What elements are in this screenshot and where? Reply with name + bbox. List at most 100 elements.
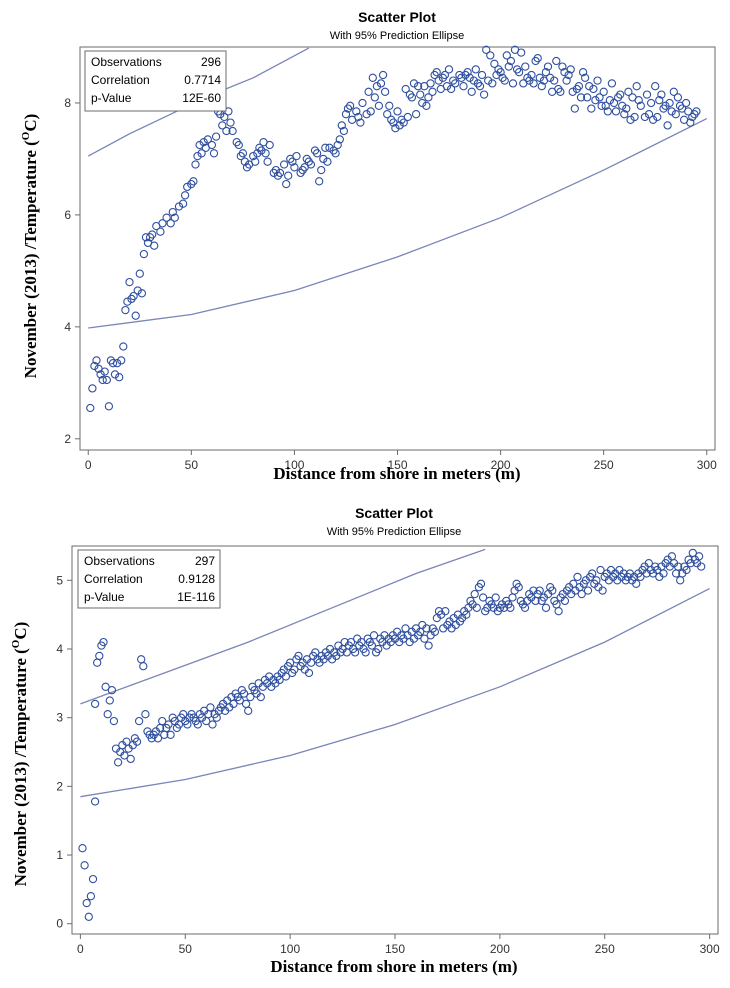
stat-value: 1E-116 xyxy=(177,590,215,604)
x-tick-label: 50 xyxy=(179,942,193,956)
data-point xyxy=(132,737,142,746)
data-point xyxy=(244,706,253,715)
data-point xyxy=(229,699,238,709)
data-point xyxy=(545,73,555,82)
data-point xyxy=(137,289,147,298)
data-point xyxy=(593,76,602,85)
data-point xyxy=(420,634,429,643)
data-point xyxy=(104,402,114,411)
data-point xyxy=(471,65,480,74)
data-point xyxy=(281,672,291,681)
y-axis-label-prefix: November (2013) /Temperature ( xyxy=(21,140,40,378)
data-point xyxy=(588,569,597,578)
data-point xyxy=(78,844,87,853)
prediction-ellipse-lower xyxy=(80,588,710,798)
data-point xyxy=(550,76,559,85)
plot-area: 0 50 100 150 200 250 300 0 1 2 3 4 5 Observations 297 C… xyxy=(56,545,720,956)
data-point xyxy=(288,157,297,166)
data-point xyxy=(238,149,248,158)
data-point xyxy=(335,135,344,144)
data-point xyxy=(451,79,460,88)
data-point xyxy=(120,751,129,760)
data-point xyxy=(535,73,544,82)
data-point xyxy=(609,98,619,108)
data-point xyxy=(345,101,355,110)
data-point xyxy=(374,101,384,110)
data-point xyxy=(220,112,229,122)
data-point xyxy=(117,356,126,365)
data-point xyxy=(399,118,408,127)
stat-label: Correlation xyxy=(91,73,150,87)
data-point xyxy=(632,82,641,91)
data-point xyxy=(206,703,215,712)
data-point xyxy=(249,151,258,161)
x-tick-label: 100 xyxy=(280,942,300,956)
data-point xyxy=(673,562,683,571)
data-point xyxy=(304,668,314,678)
x-tick-label: 250 xyxy=(595,942,615,956)
data-point xyxy=(548,586,557,595)
data-point xyxy=(368,73,377,82)
data-point xyxy=(597,101,606,110)
data-point xyxy=(121,305,130,315)
data-point xyxy=(134,716,144,726)
data-point xyxy=(667,107,676,116)
chart-title: Scatter Plot xyxy=(358,9,436,25)
data-point xyxy=(108,359,118,368)
data-point xyxy=(655,96,664,105)
data-point xyxy=(673,93,683,102)
data-point xyxy=(164,720,173,729)
data-point xyxy=(393,107,402,116)
data-point xyxy=(90,361,99,371)
y-tick-label: 1 xyxy=(56,848,63,862)
data-point xyxy=(562,76,571,85)
data-point xyxy=(422,624,431,633)
data-point xyxy=(369,631,379,640)
data-point xyxy=(95,651,104,661)
data-point xyxy=(115,373,124,382)
data-point xyxy=(587,104,596,113)
chart-subtitle: With 95% Prediction Ellipse xyxy=(330,30,465,42)
data-point xyxy=(661,101,670,110)
data-point xyxy=(472,603,481,612)
y-tick-label: 3 xyxy=(56,711,63,725)
data-point xyxy=(370,93,379,102)
x-tick-label: 50 xyxy=(185,458,199,472)
data-point xyxy=(323,157,332,166)
data-point xyxy=(648,115,658,124)
data-point xyxy=(556,87,565,96)
data-point xyxy=(226,118,235,127)
data-point xyxy=(681,98,691,108)
data-point xyxy=(577,589,586,599)
statistics-box xyxy=(84,50,227,112)
y-tick-label: 6 xyxy=(64,208,71,222)
data-point xyxy=(441,607,450,616)
data-point xyxy=(218,121,227,130)
data-point xyxy=(148,230,157,239)
data-point xyxy=(640,112,650,122)
data-point xyxy=(646,98,656,108)
data-point xyxy=(558,62,567,71)
y-tick-label: 5 xyxy=(56,573,63,587)
data-point xyxy=(193,720,202,729)
data-point xyxy=(275,168,285,178)
data-point xyxy=(611,107,621,116)
data-point xyxy=(110,370,120,379)
data-point xyxy=(665,98,674,108)
data-point xyxy=(488,79,497,88)
data-point xyxy=(632,579,641,588)
data-point xyxy=(506,603,515,612)
data-point xyxy=(580,73,590,82)
stat-value: 0.9128 xyxy=(178,572,215,586)
data-point xyxy=(407,93,417,102)
data-point xyxy=(434,76,443,85)
data-point xyxy=(88,874,98,884)
data-point xyxy=(183,182,192,192)
data-point xyxy=(411,110,421,119)
data-point xyxy=(234,140,243,150)
data-point xyxy=(141,710,150,719)
y-tick-label: 4 xyxy=(64,320,71,334)
data-point xyxy=(306,160,316,169)
stat-value: 12E-60 xyxy=(182,91,221,105)
data-point xyxy=(199,138,208,147)
